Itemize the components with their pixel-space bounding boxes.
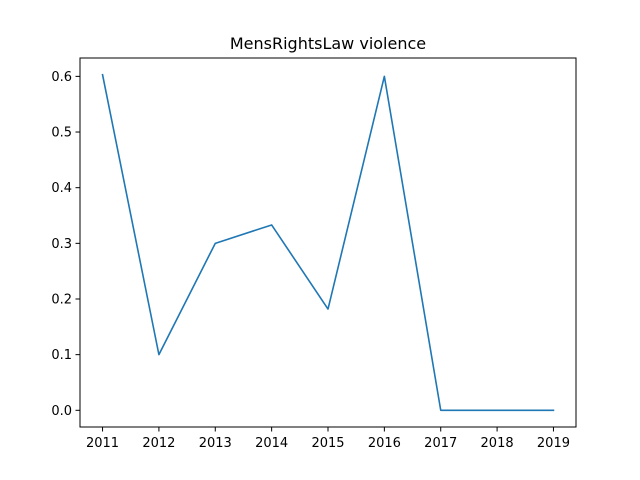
series-layer xyxy=(101,73,555,412)
plot-area-frame xyxy=(79,57,577,428)
y-tick-label: 0.3 xyxy=(51,237,72,252)
y-tick-label: 0.0 xyxy=(51,404,72,419)
x-axis: 2011 2012 2013 2014 2015 2016 2017 2018 2019 xyxy=(86,427,570,451)
x-tick-label: 2017 xyxy=(424,436,457,451)
x-tick-label: 2016 xyxy=(368,436,401,451)
x-tick-label: 2012 xyxy=(142,436,175,451)
x-tick-label: 2019 xyxy=(537,436,570,451)
y-tick-label: 0.1 xyxy=(51,348,72,363)
y-tick-label: 0.5 xyxy=(51,126,72,141)
x-tick-label: 2013 xyxy=(199,436,232,451)
x-tick-label: 2018 xyxy=(481,436,514,451)
x-tick-label: 2015 xyxy=(311,436,344,451)
y-axis: 0.0 0.1 0.2 0.3 0.4 0.5 0.6 xyxy=(51,70,80,419)
y-tick-label: 0.6 xyxy=(51,70,72,85)
y-tick-label: 0.4 xyxy=(51,181,72,196)
x-tick-label: 2014 xyxy=(255,436,288,451)
y-tick-label: 0.2 xyxy=(51,292,72,307)
chart-title: MensRightsLaw violence xyxy=(230,34,426,53)
x-tick-label: 2011 xyxy=(86,436,119,451)
